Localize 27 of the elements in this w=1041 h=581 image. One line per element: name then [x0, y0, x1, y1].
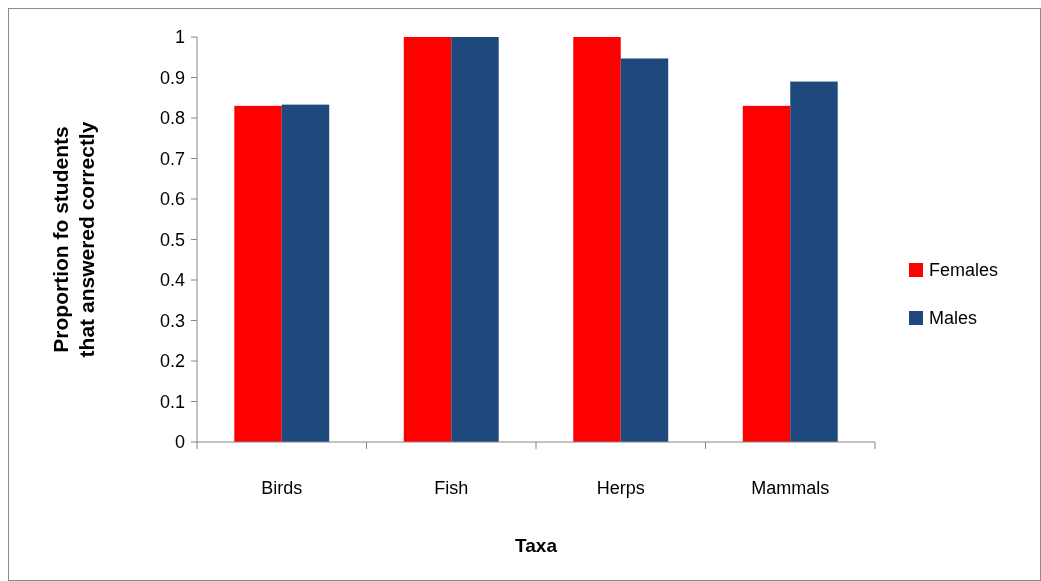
y-tick-label: 0.9	[159, 67, 185, 88]
y-tick-label: 0.5	[159, 229, 185, 250]
bar	[403, 37, 452, 442]
x-tick-label: Birds	[261, 478, 303, 498]
bar	[620, 58, 669, 442]
legend-label: Males	[929, 308, 978, 329]
y-axis-title: Proportion fo students that answered correctly	[49, 121, 99, 358]
bar	[742, 105, 791, 442]
x-axis-title: Taxa	[515, 535, 558, 556]
bar	[573, 37, 621, 442]
bar	[451, 37, 499, 442]
y-tick-label: 0.4	[159, 270, 185, 291]
x-tick-label: Mammals	[751, 478, 830, 498]
y-tick-label: 0.2	[159, 351, 185, 372]
legend-label: Females	[929, 260, 999, 281]
y-tick-label: 1	[174, 27, 185, 48]
x-tick-label: Herps	[596, 478, 645, 498]
y-tick-label: 0.8	[159, 108, 185, 129]
y-tick-label: 0.7	[159, 148, 185, 169]
y-tick-label: 0.3	[159, 310, 185, 331]
bar	[281, 104, 330, 442]
x-tick-label: Fish	[434, 478, 469, 498]
y-tick-label: 0.1	[159, 391, 185, 412]
bar	[234, 105, 282, 442]
y-tick-label: 0	[174, 432, 185, 453]
y-tick-label: 0.6	[159, 189, 185, 210]
bar	[790, 81, 838, 442]
